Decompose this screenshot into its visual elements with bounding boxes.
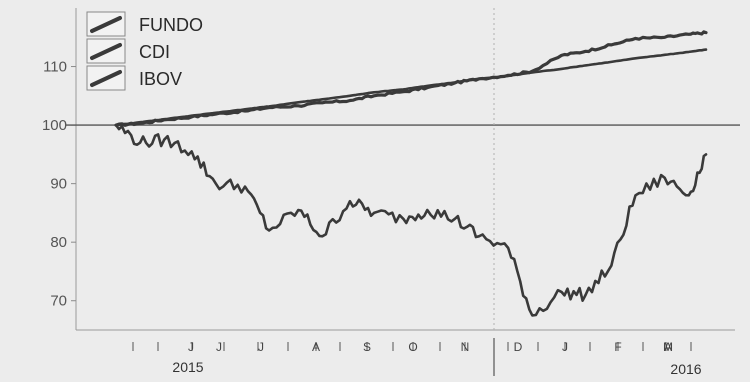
month-label: S: [363, 340, 371, 354]
legend-label-fundo: FUNDO: [139, 15, 203, 35]
legend-swatch-cdi: [90, 43, 122, 60]
y-tick-label: 100: [42, 117, 67, 134]
month-label: J: [258, 340, 264, 354]
series-line-fundo: [114, 30, 708, 127]
month-label: A: [664, 340, 672, 354]
month-label: J: [188, 340, 194, 354]
legend-label-cdi: CDI: [139, 42, 170, 62]
month-label: A: [312, 340, 320, 354]
y-tick-label: 80: [50, 234, 67, 251]
legend-swatch-ibov: [90, 70, 122, 87]
y-tick-label: 90: [50, 176, 67, 193]
legend-label-ibov: IBOV: [139, 69, 182, 89]
month-label: F: [614, 340, 621, 354]
month-label: O: [408, 340, 417, 354]
year-label: 2015: [172, 359, 203, 375]
month-label: M: [663, 340, 673, 354]
month-label: D: [514, 340, 523, 354]
month-label: J: [562, 340, 568, 354]
month-label: N: [461, 340, 470, 354]
y-tick-label: 70: [50, 293, 67, 310]
series-line-ibov: [114, 123, 708, 317]
year-label: 2016: [670, 361, 701, 377]
y-tick-label: 110: [43, 59, 67, 76]
month-label: J: [216, 340, 222, 354]
series-line-cdi: [114, 48, 708, 127]
legend-swatch-fundo: [90, 16, 122, 33]
